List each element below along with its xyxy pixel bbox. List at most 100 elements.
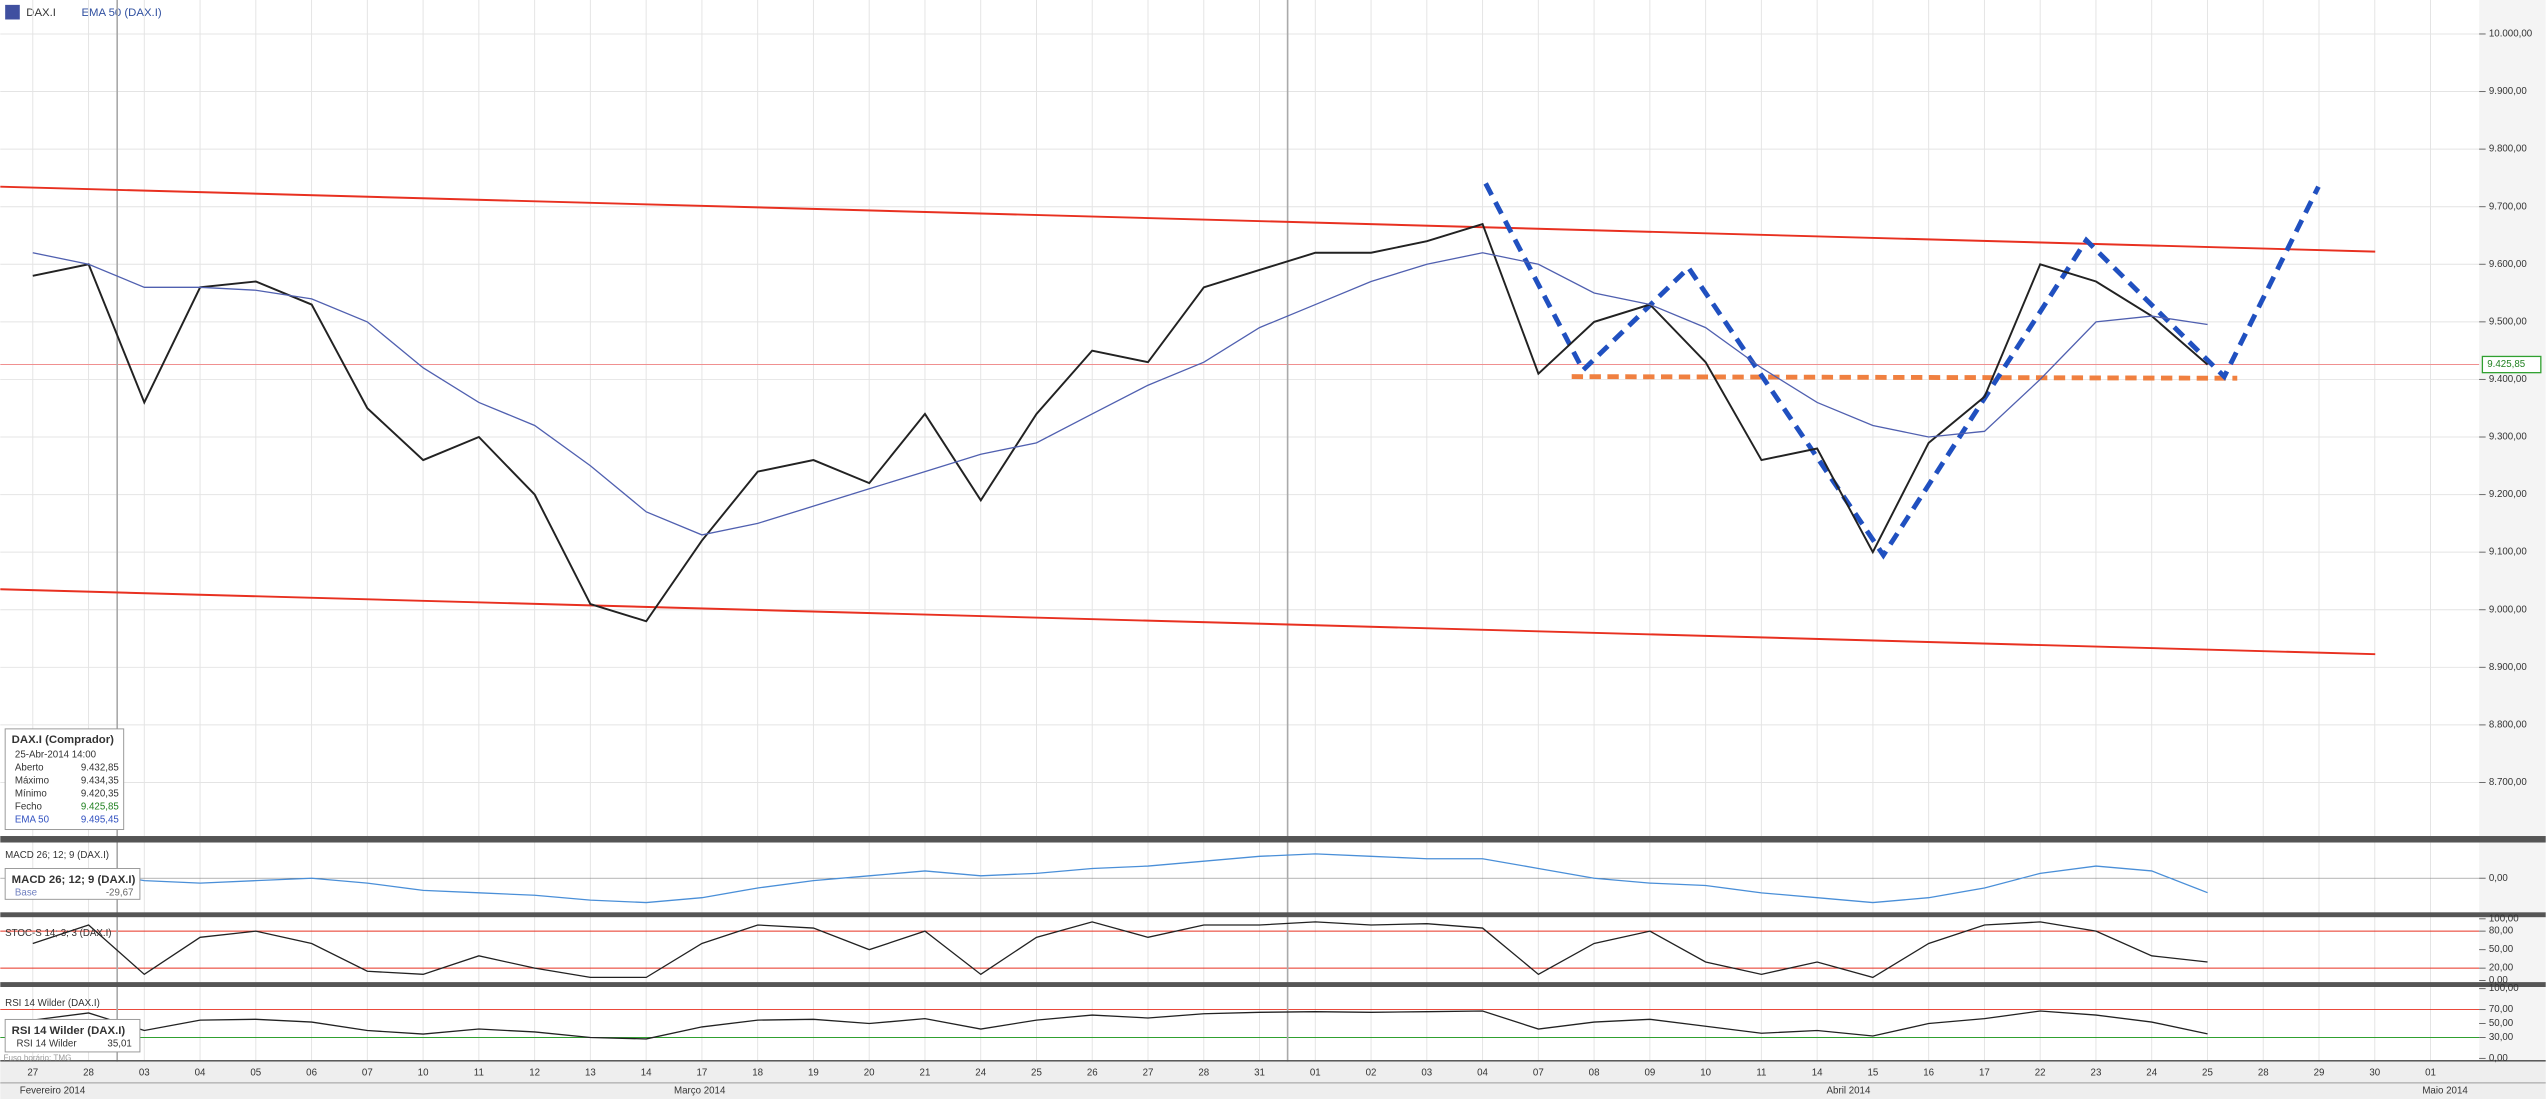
x-tick-label: 30 xyxy=(2369,1068,2380,1079)
y-tick-label: 0,00 xyxy=(2489,873,2509,884)
x-tick-label: 01 xyxy=(2425,1068,2436,1079)
series-line xyxy=(32,222,2209,623)
y-tick-label: 10.000,00 xyxy=(2489,29,2533,40)
y-tick-label: 9.500,00 xyxy=(2489,316,2527,327)
x-tick-label: 04 xyxy=(1477,1068,1488,1079)
y-tick-label: 9.700,00 xyxy=(2489,201,2527,212)
x-tick-label: 25 xyxy=(1031,1068,1042,1079)
panel-separator xyxy=(0,982,2546,987)
x-tick-label: 11 xyxy=(474,1068,484,1079)
panel-separator xyxy=(0,912,2546,918)
x-tick-label: 29 xyxy=(2314,1068,2325,1079)
y-tick-label: 100,00 xyxy=(2489,913,2519,924)
indicator-label[interactable]: EMA 50 (DAX.I) xyxy=(81,7,161,19)
x-tick-label: 17 xyxy=(696,1068,707,1079)
info-label: Fecho xyxy=(15,801,42,812)
y-tick-label: 70,00 xyxy=(2489,1004,2514,1015)
neckline[interactable] xyxy=(1571,374,2238,381)
x-tick-label: 10 xyxy=(418,1068,429,1079)
macd-title[interactable]: MACD 26; 12; 9 (DAX.I) xyxy=(5,850,109,861)
x-tick-label: 02 xyxy=(1366,1068,1377,1079)
info-date: 25-Abr-2014 14:00 xyxy=(15,749,97,760)
info-value: 9.420,35 xyxy=(81,788,119,799)
x-tick-label: 05 xyxy=(250,1068,261,1079)
x-tick-label: 26 xyxy=(1087,1068,1098,1079)
x-tick-label: 06 xyxy=(306,1068,317,1079)
rsi-legend-frame xyxy=(4,1018,141,1053)
series-line xyxy=(32,921,2208,979)
y-tick-label: 8.900,00 xyxy=(2489,662,2527,673)
info-label: Mínimo xyxy=(15,788,47,799)
trend-line[interactable] xyxy=(0,185,2376,253)
x-tick-label: 07 xyxy=(362,1068,373,1079)
month-label: Março 2014 xyxy=(674,1085,726,1096)
x-tick-label: 13 xyxy=(585,1068,596,1079)
info-label: Aberto xyxy=(15,762,44,773)
macd-legend-frame xyxy=(4,867,141,900)
trend-line[interactable] xyxy=(0,588,2376,656)
x-tick-label: 27 xyxy=(1143,1068,1154,1079)
y-tick-label: 50,00 xyxy=(2489,1018,2514,1029)
last-price-box xyxy=(2481,355,2542,374)
x-tick-label: 27 xyxy=(27,1068,38,1079)
info-title: DAX.I (Comprador) xyxy=(12,734,114,746)
x-tick-label: 15 xyxy=(1867,1068,1878,1079)
month-label: Fevereiro 2014 xyxy=(20,1085,86,1096)
info-value: 9.425,85 xyxy=(81,801,119,812)
y-tick-label: 9.900,00 xyxy=(2489,86,2527,97)
macd-legend: MACD 26; 12; 9 (DAX.I) xyxy=(12,874,136,886)
symbol-label[interactable]: DAX.I xyxy=(26,7,56,19)
x-tick-label: 21 xyxy=(920,1068,931,1079)
x-tick-label: 23 xyxy=(2091,1068,2102,1079)
macd-value: -29,67 xyxy=(106,887,134,898)
y-tick-label: 0,00 xyxy=(2489,1053,2509,1064)
month-label: Maio 2014 xyxy=(2422,1085,2468,1096)
y-tick-label: 8.700,00 xyxy=(2489,777,2527,788)
x-tick-label: 24 xyxy=(2146,1068,2157,1079)
info-box-frame xyxy=(4,728,125,831)
grid xyxy=(0,0,2480,1062)
x-tick-label: 28 xyxy=(1198,1068,1209,1079)
y-tick-label: 9.400,00 xyxy=(2489,374,2527,385)
series-line xyxy=(32,1010,2208,1040)
info-value: 9.432,85 xyxy=(81,762,119,773)
y-tick-label: 80,00 xyxy=(2489,926,2514,937)
x-tick-label: 20 xyxy=(864,1068,875,1079)
y-tick-label: 50,00 xyxy=(2489,944,2514,955)
info-value: 9.434,35 xyxy=(81,775,119,786)
x-tick-label: 25 xyxy=(2202,1068,2213,1079)
x-tick-label: 03 xyxy=(139,1068,150,1079)
month-label: Abril 2014 xyxy=(1827,1085,1871,1096)
y-tick-label: 0,00 xyxy=(2489,975,2509,986)
y-tick-label: 9.000,00 xyxy=(2489,604,2527,615)
series-line xyxy=(32,853,2208,904)
y-tick-label: 8.800,00 xyxy=(2489,719,2527,730)
x-tick-label: 07 xyxy=(1533,1068,1544,1079)
x-tick-label: 04 xyxy=(195,1068,206,1079)
x-tick-label: 03 xyxy=(1421,1068,1432,1079)
panel-separator xyxy=(0,836,2546,843)
rsi-title[interactable]: RSI 14 Wilder (DAX.I) xyxy=(5,998,100,1009)
x-tick-label: 19 xyxy=(808,1068,819,1079)
y-tick-label: 100,00 xyxy=(2489,983,2519,994)
x-tick-label: 14 xyxy=(1812,1068,1823,1079)
y-tick-label: 9.800,00 xyxy=(2489,144,2527,155)
info-box: DAX.I (Comprador) 25-Abr-2014 14:00 xyxy=(4,728,125,831)
rsi-sub: RSI 14 Wilder xyxy=(17,1038,78,1049)
timezone: Fuso horário: TMG xyxy=(4,1054,72,1063)
x-tick-label: 28 xyxy=(83,1068,94,1079)
pattern-drawing[interactable] xyxy=(1483,182,2321,560)
x-tick-label: 16 xyxy=(1923,1068,1934,1079)
x-tick-label: 09 xyxy=(1644,1068,1655,1079)
info-value: 9.495,45 xyxy=(81,814,119,825)
last-price-label: 9.425,85 xyxy=(2487,359,2525,370)
panel-separator xyxy=(0,1060,2546,1062)
plots xyxy=(32,222,2209,1040)
stoc-title[interactable]: STOC-S 14; 3; 3 (DAX.I) xyxy=(5,928,111,939)
x-tick-label: 31 xyxy=(1254,1068,1265,1079)
macd-base: Base xyxy=(15,887,37,898)
y-tick-label: 9.600,00 xyxy=(2489,259,2527,270)
rsi-legend: RSI 14 Wilder (DAX.I) xyxy=(12,1025,126,1037)
